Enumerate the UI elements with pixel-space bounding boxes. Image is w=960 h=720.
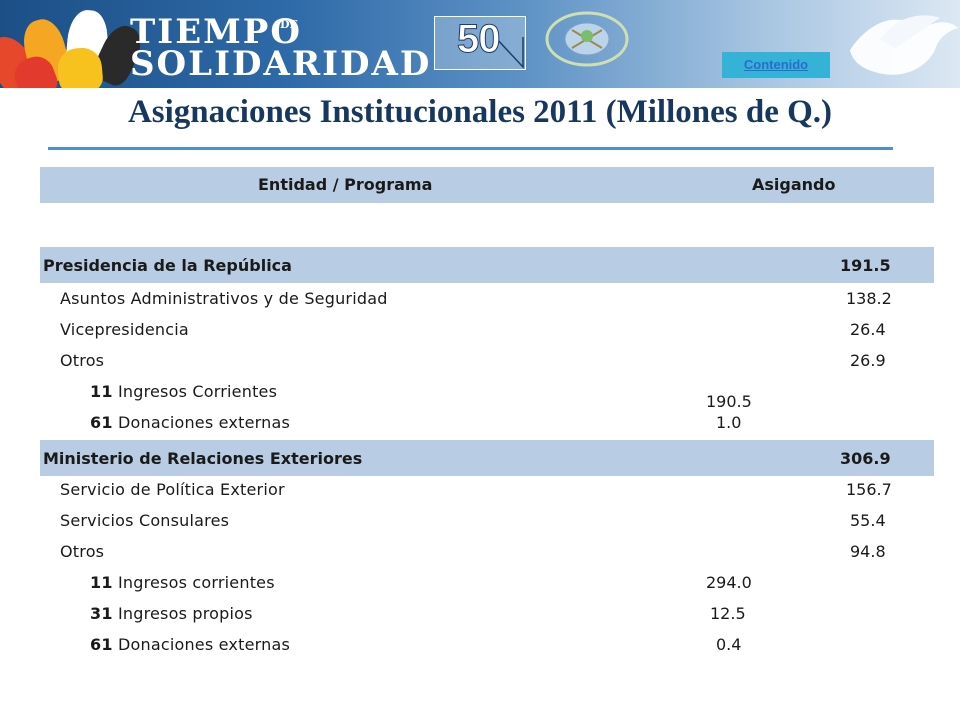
table-row: 31 Ingresos propios 12.5 [40,600,934,630]
funding-code: 31 [90,604,113,623]
logo-text-line2: SOLIDARIDAD [130,44,432,84]
funding-value: 190.5 [706,392,752,411]
title-divider [48,147,893,150]
section-name: Presidencia de la República [43,256,292,275]
slide-number-badge: 50 [434,16,526,70]
funding-code: 61 [90,413,113,432]
program-value: 26.9 [850,351,886,370]
program-value: 94.8 [850,542,886,561]
program-value: 138.2 [846,289,892,308]
dove-icon [850,15,958,75]
program-name: Servicios Consulares [60,511,230,530]
funding-code: 11 [90,382,113,401]
section-total: 306.9 [840,449,891,468]
column-header-entity: Entidad / Programa [258,175,433,194]
program-value: 26.4 [850,320,886,339]
slide-number: 50 [457,17,501,62]
funding-name: Donaciones externas [117,635,290,654]
table-header: Entidad / Programa Asigando [40,167,934,203]
table-row: Vicepresidencia 26.4 [40,316,934,346]
table-row: Servicio de Política Exterior 156.7 [40,476,934,506]
program-name: Vicepresidencia [60,320,189,339]
funding-source: 11 Ingresos Corrientes [90,382,277,401]
table-row: 11 Ingresos corrientes 294.0 [40,569,934,599]
coat-of-arms-icon [545,11,629,67]
contents-link[interactable]: Contenido [722,52,830,78]
program-name: Servicio de Política Exterior [60,480,285,499]
funding-name: Ingresos propios [117,604,253,623]
arrow-shape-icon [494,36,524,69]
funding-value: 1.0 [716,413,742,432]
column-header-assigned: Asigando [752,175,836,194]
funding-value: 0.4 [716,635,742,654]
funding-name: Ingresos Corrientes [117,382,278,401]
page-title: Asignaciones Institucionales 2011 (Millo… [127,94,833,130]
funding-source: 61 Donaciones externas [90,635,290,654]
program-name: Asuntos Administrativos y de Seguridad [60,289,388,308]
section-row-ministerio: Ministerio de Relaciones Exteriores 306.… [40,440,934,476]
table-row: Otros 26.9 [40,347,934,377]
table-row: Otros 94.8 [40,538,934,568]
logo-text-line1: TIEMPO [130,12,302,52]
funding-code: 61 [90,635,113,654]
funding-value: 294.0 [706,573,752,592]
program-name: Otros [60,542,105,561]
section-row-presidencia: Presidencia de la República 191.5 [40,247,934,283]
funding-value: 12.5 [710,604,746,623]
funding-source: 31 Ingresos propios [90,604,253,623]
header-banner: TIEMPO DE SOLIDARIDAD 50 Contenido [0,0,960,88]
logo-text-de: DE [280,18,298,31]
program-value: 156.7 [846,480,892,499]
program-value: 55.4 [850,511,886,530]
table-row: Servicios Consulares 55.4 [40,507,934,537]
section-name: Ministerio de Relaciones Exteriores [43,449,363,468]
funding-code: 11 [90,573,113,592]
funding-source: 61 Donaciones externas [90,413,290,432]
program-name: Otros [60,351,105,370]
table-row: 11 Ingresos Corrientes 190.5 [40,378,934,411]
table-row: Asuntos Administrativos y de Seguridad 1… [40,285,934,315]
funding-name: Donaciones externas [117,413,290,432]
funding-name: Ingresos corrientes [117,573,275,592]
table-row: 61 Donaciones externas 0.4 [40,631,934,661]
funding-source: 11 Ingresos corrientes [90,573,275,592]
table-row: 61 Donaciones externas 1.0 [40,409,934,439]
section-total: 191.5 [840,256,891,275]
